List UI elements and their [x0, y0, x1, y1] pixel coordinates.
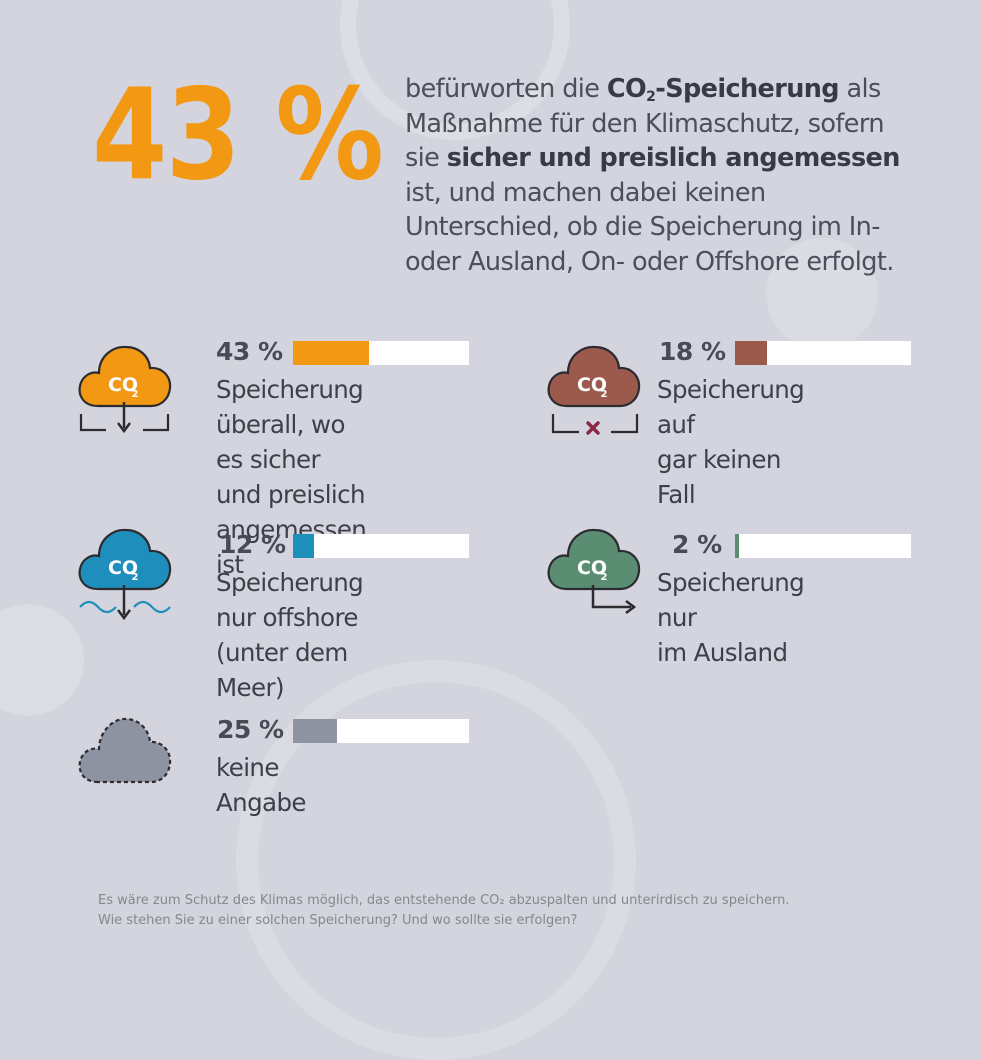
answer-label-line: es sicher und preislich — [216, 445, 366, 509]
percent-bar-fill — [293, 719, 337, 743]
percent-bar — [735, 534, 911, 558]
percent-label: 18 % — [659, 337, 726, 366]
footnote-line: Es wäre zum Schutz des Klimas möglich, d… — [98, 893, 790, 908]
percent-bar-fill — [293, 341, 369, 365]
headline-text-part-1: befürworten die — [405, 74, 607, 104]
footnote-line: Wie stehen Sie zu einer solchen Speicher… — [98, 913, 578, 928]
answer-label: Speicherung auf gar keinen Fall — [657, 372, 805, 512]
headline-storage-bold: -Speicherung — [655, 74, 839, 104]
icon-co2-text: CO — [108, 557, 138, 579]
headline-co2-bold: CO2-Speicherung — [606, 74, 840, 105]
survey-question-footnote: Es wäre zum Schutz des Klimas möglich, d… — [98, 891, 798, 931]
answer-label-line: im Ausland — [657, 638, 788, 667]
icon-co2-sub: 2 — [132, 389, 139, 400]
icon-co2-sub: 2 — [132, 572, 139, 583]
answer-label-line: (unter dem Meer) — [216, 638, 348, 702]
percent-bar — [293, 534, 469, 558]
cloud-dashed-icon — [78, 717, 172, 784]
headline-text-part-2: als Maßnahme für den Klimaschutz, sofern… — [405, 74, 884, 173]
answer-label: Speicherung nur offshore (unter dem Meer… — [216, 565, 364, 705]
answer-label: Speicherung nur im Ausland — [657, 565, 805, 670]
percent-bar-fill — [735, 534, 739, 558]
percent-bar-fill — [293, 534, 315, 558]
headline-text: befürworten die CO2-Speicherung als Maßn… — [405, 72, 905, 279]
icon-co2-text: CO — [577, 557, 607, 579]
cloud-co2-offshore-icon: CO 2 — [78, 528, 172, 621]
headline-condition-bold: sicher und preislich angemessen — [446, 143, 901, 173]
headline-co2-subscript: 2 — [646, 89, 656, 105]
answer-label-line: Speicherung überall, wo — [216, 375, 364, 439]
answer-label-line: Speicherung auf — [657, 375, 805, 439]
icon-co2-text: CO — [108, 374, 138, 396]
percent-label: 2 % — [672, 530, 722, 559]
percent-bar — [293, 341, 469, 365]
percent-bar-fill — [735, 341, 767, 365]
headline-percent: 43 % — [92, 61, 384, 208]
cloud-co2-down-arrow-icon: CO 2 — [78, 345, 172, 434]
icon-co2-sub: 2 — [601, 572, 608, 583]
cloud-co2-abroad-arrow-icon: CO 2 — [547, 528, 641, 614]
cloud-co2-cross-icon: CO 2 — [547, 345, 641, 435]
percent-label: 12 % — [219, 530, 286, 559]
percent-bar — [735, 341, 911, 365]
icon-co2-sub: 2 — [601, 389, 608, 400]
headline-text-part-3: ist, und machen dabei keinen Unterschied… — [405, 177, 894, 277]
answer-label-line: gar keinen Fall — [657, 445, 781, 509]
answer-label: keine Angabe — [216, 750, 306, 820]
headline-co2: CO — [606, 74, 647, 104]
icon-co2-text: CO — [577, 374, 607, 396]
background-circle-left — [0, 604, 84, 716]
answer-label-line: Speicherung nur — [657, 568, 805, 632]
answer-label-line: Speicherung nur offshore — [216, 568, 364, 632]
percent-label: 43 % — [216, 337, 283, 366]
answer-label-line: keine Angabe — [216, 753, 306, 817]
percent-label: 25 % — [217, 715, 284, 744]
percent-bar — [293, 719, 469, 743]
